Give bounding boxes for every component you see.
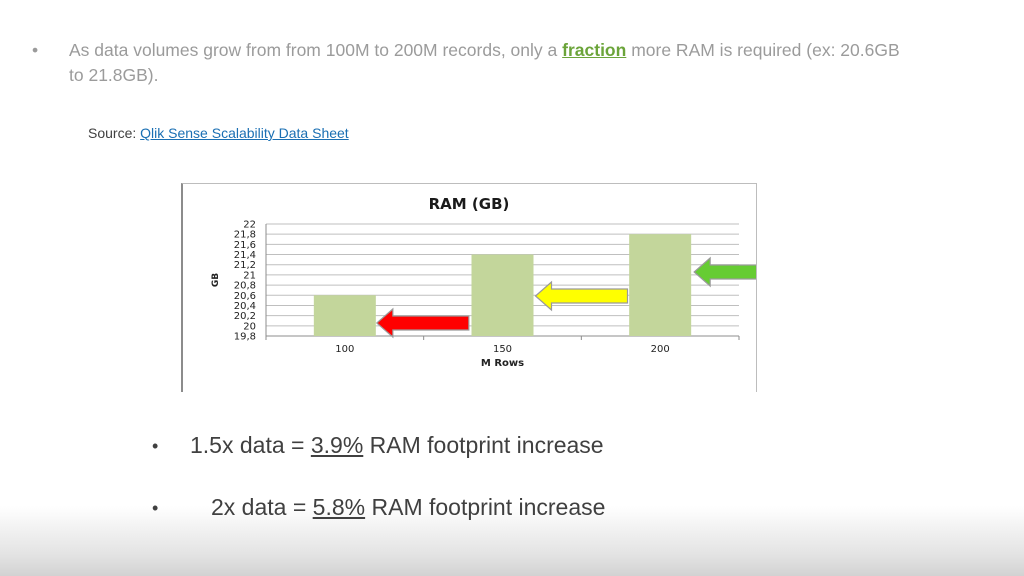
y-tick-label: 20,4 bbox=[234, 301, 256, 312]
x-axis-label: M Rows bbox=[481, 358, 524, 369]
y-tick-label: 20,6 bbox=[234, 291, 256, 302]
y-tick-label: 19,8 bbox=[234, 332, 256, 343]
y-tick-label: 20 bbox=[243, 321, 256, 332]
yellow-arrow bbox=[534, 280, 629, 312]
x-tick-label: 150 bbox=[493, 344, 512, 355]
source-link[interactable]: Qlik Sense Scalability Data Sheet bbox=[140, 125, 349, 141]
y-tick-label: 20,2 bbox=[234, 311, 256, 322]
y-tick-label: 21,8 bbox=[234, 230, 256, 241]
bar-200 bbox=[629, 234, 692, 336]
stat-text: 2x data = 5.8% RAM footprint increase bbox=[211, 494, 605, 521]
stat-prefix: 2x data = bbox=[211, 494, 307, 520]
stat-marker: • bbox=[152, 436, 159, 456]
y-tick-label: 21 bbox=[243, 270, 256, 281]
intro-text: As data volumes grow from from 100M to 2… bbox=[69, 38, 912, 88]
red-arrow bbox=[375, 307, 470, 339]
fraction-highlight: fraction bbox=[562, 40, 627, 60]
bar-100 bbox=[313, 295, 376, 336]
green-arrow bbox=[693, 256, 756, 288]
stat-value: 3.9% bbox=[310, 432, 364, 458]
stat-suffix: RAM footprint increase bbox=[369, 432, 604, 458]
intro-text-before: As data volumes grow from from 100M to 2… bbox=[69, 40, 558, 60]
bullet-marker: • bbox=[32, 40, 39, 60]
source-line: Source: Qlik Sense Scalability Data Shee… bbox=[88, 125, 349, 141]
x-tick-label: 100 bbox=[335, 344, 354, 355]
y-tick-label: 22 bbox=[243, 220, 256, 231]
stat-text: 1.5x data = 3.9% RAM footprint increase bbox=[190, 432, 604, 459]
y-tick-label: 21,6 bbox=[234, 240, 256, 251]
y-tick-label: 21,4 bbox=[234, 250, 256, 261]
bottom-gradient bbox=[0, 506, 1024, 576]
source-label: Source: bbox=[88, 125, 137, 141]
stat-suffix: RAM footprint increase bbox=[371, 494, 606, 520]
intro-text-after: more RAM is required (ex: 20.6GB to 21.8… bbox=[69, 40, 900, 85]
x-tick-label: 200 bbox=[651, 344, 670, 355]
ram-chart-svg: RAM (GB) 19,82020,220,420,620,82121,221,4… bbox=[211, 195, 756, 369]
stat-marker: • bbox=[152, 498, 159, 518]
chart-title: RAM (GB) bbox=[429, 195, 510, 213]
bar-150 bbox=[471, 254, 534, 336]
intro-bullet: • As data volumes grow from from 100M to… bbox=[32, 38, 912, 88]
y-tick-label: 21,2 bbox=[234, 260, 256, 271]
stat-prefix: 1.5x data = bbox=[190, 432, 305, 458]
y-tick-label: 20,8 bbox=[234, 281, 256, 292]
ram-chart: RAM (GB) 19,8 20 20,2 20,4 20,6 20,8 21 21,2 21,4… bbox=[181, 183, 757, 392]
y-axis-label: GB bbox=[211, 273, 221, 287]
stat-value: 5.8% bbox=[312, 494, 366, 520]
